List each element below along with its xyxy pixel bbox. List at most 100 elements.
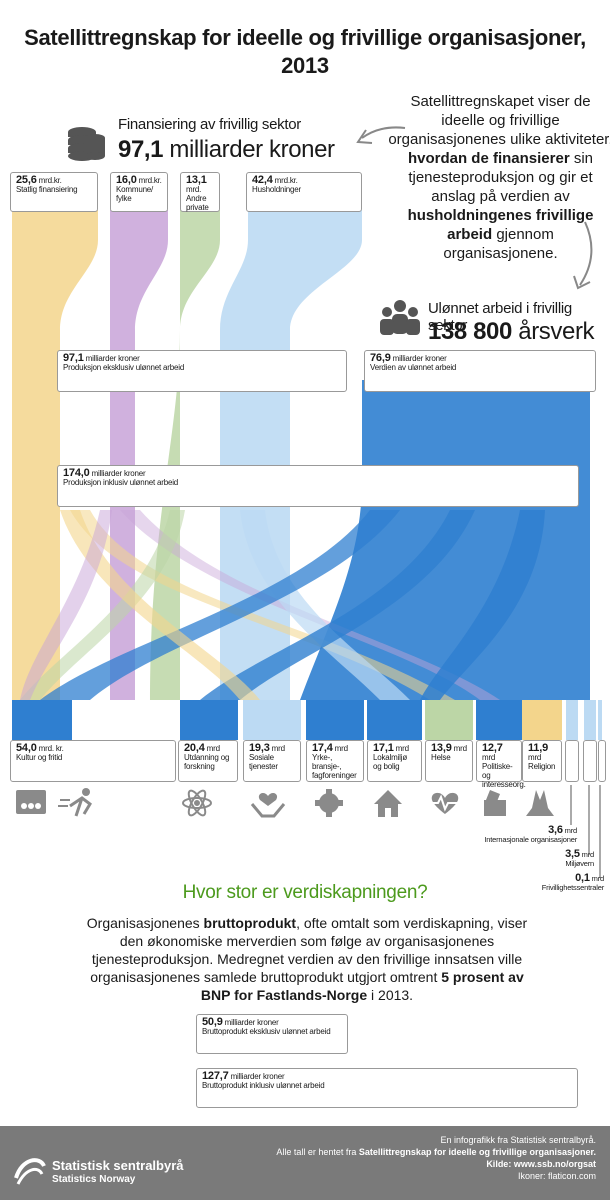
para-part3: i 2013. — [371, 987, 414, 1003]
small-sector-label: Frivillighetssentraler — [541, 883, 604, 892]
gdp-incl-box: 127,7 milliarder kroner Bruttoprodukt in… — [196, 1068, 578, 1108]
financing-label: Finansiering av frivillig sektor — [118, 116, 301, 133]
unpaid-total: 138 800 årsverk — [428, 318, 595, 346]
gear-icon — [315, 789, 343, 817]
source-value: 16,0 — [116, 174, 137, 186]
sector-box-political: 12,7 mrd Politiske- og interesseorg. — [476, 740, 526, 789]
source-value: 25,6 — [16, 174, 37, 186]
footer-line1: En infografikk fra Statistisk sentralbyr… — [440, 1135, 596, 1145]
small-sector-label: Internasjonale organisasjoner — [484, 835, 577, 844]
sector-value: 12,7 — [482, 742, 503, 754]
source-label: Statlig finansiering — [16, 185, 78, 194]
small-sector-unit: mrd — [581, 850, 595, 859]
arrow-down-icon — [579, 221, 593, 286]
sector-unit: mrd — [206, 744, 220, 753]
box-label: Produksjon inklusiv ulønnet arbeid — [63, 478, 179, 487]
sector-label: Kultur og fritid — [16, 753, 63, 762]
arrow-left-icon — [361, 126, 406, 139]
sector-value: 20,4 — [184, 742, 205, 754]
small-sector-international: 3,6 mrd Internasjonale organisasjoner — [484, 825, 578, 845]
sector-box-unions: 17,4 mrd Yrke-, bransje-, fagforeninger — [306, 740, 364, 782]
sector-label: Politiske- og interesseorg. — [482, 762, 526, 789]
box-unit: milliarder kroner — [85, 354, 140, 363]
source-box-municipal: 16,0 mrd.kr. Kommune/ fylke — [110, 172, 168, 212]
source-label: Andre private — [186, 194, 209, 212]
box-unit: milliarder kroner — [392, 354, 447, 363]
footer-line2-bold: Satellittregnskap for ideelle og frivill… — [358, 1147, 596, 1157]
flow-diagram — [12, 126, 602, 878]
sector-label: Yrke-, bransje-, fagforeninger — [312, 753, 357, 780]
gdp-label: Bruttoprodukt eksklusiv ulønnet arbeid — [202, 1027, 331, 1036]
sector-unit: mrd — [271, 744, 285, 753]
gdp-value: 50,9 — [202, 1016, 223, 1028]
page-title: Satellittregnskap for ideelle og frivill… — [24, 25, 586, 78]
intro-part3: gjennom organisasjonene. — [443, 226, 558, 262]
sector-box-social: 19,3 mrd Sosiale tjenester — [243, 740, 301, 782]
people-icon — [380, 300, 420, 335]
source-box-households: 42,4 mrd.kr. Husholdninger — [246, 172, 362, 212]
sector-unit: mrd — [395, 744, 409, 753]
ssb-logo-icon — [14, 1158, 46, 1185]
footer-line2-pre: Alle tall er hentet fra — [276, 1147, 357, 1157]
gdp-unit: milliarder kroner — [224, 1018, 279, 1027]
logo-text: Statistisk sentralbyrå — [52, 1158, 184, 1173]
source-unit: mrd. — [186, 185, 202, 194]
footer-credits: En infografikk fra Statistisk sentralbyr… — [276, 1134, 596, 1182]
financing-value: 97,1 — [118, 136, 164, 163]
sector-value: 13,9 — [431, 742, 452, 754]
para-bold2: 5 prosent av BNP for Fastlands-Norge — [200, 969, 524, 1003]
source-unit: mrd.kr. — [38, 176, 62, 185]
source-box-private: 13,1 mrd. Andre private — [180, 172, 220, 212]
para-bold1: bruttoprodukt — [203, 915, 297, 931]
sector-box-local: 17,1 mrd Lokalmiljø og bolig — [367, 740, 422, 782]
source-label: Kommune/ fylke — [116, 185, 154, 203]
para-part1: Organisasjonenes — [86, 915, 200, 931]
footer-line4: Ikoner: flaticon.com — [517, 1171, 596, 1181]
box-value: 76,9 — [370, 352, 391, 364]
box-value: 174,0 — [63, 467, 90, 479]
runner-icon — [58, 788, 92, 817]
sector-unit: mrd — [453, 744, 467, 753]
heart-hands-icon — [250, 793, 286, 818]
prod-incl-box: 174,0 milliarder kroner Produksjon inklu… — [57, 465, 579, 507]
small-sector-value: 3,5 — [565, 848, 580, 860]
sector-box-volunteer-centres — [598, 740, 606, 782]
gdp-excl-box: 50,9 milliarder kroner Bruttoprodukt eks… — [196, 1014, 348, 1054]
sector-value: 17,4 — [312, 742, 333, 754]
praying-hands-icon — [526, 790, 554, 816]
source-box-state: 25,6 mrd.kr. Statlig finansiering — [10, 172, 98, 212]
box-unit: milliarder kroner — [91, 469, 146, 478]
heartbeat-icon — [428, 792, 462, 814]
box-value: 97,1 — [63, 352, 84, 364]
sector-box-education: 20,4 mrd Utdanning og forskning — [178, 740, 238, 782]
sector-value: 54,0 — [16, 742, 37, 754]
source-value: 42,4 — [252, 174, 273, 186]
small-sector-unit: mrd — [564, 826, 578, 835]
unpaid-unit: årsverk — [518, 318, 595, 345]
small-sector-volunteer-centres: 0,1 mrd Frivillighetssentraler — [541, 873, 605, 893]
sector-label: Helse — [431, 753, 451, 762]
ballot-icon — [484, 790, 506, 816]
sector-box-culture: 54,0 mrd. kr. Kultur og fritid — [10, 740, 176, 782]
source-unit: mrd.kr. — [138, 176, 162, 185]
sector-unit: mrd — [528, 753, 542, 762]
sector-label: Sosiale tjenester — [249, 753, 278, 771]
sector-unit: mrd. kr. — [38, 744, 64, 753]
box-label: Verdien av ulønnet arbeid — [370, 363, 457, 372]
atom-icon — [182, 789, 212, 817]
unpaid-value-box: 76,9 milliarder kroner Verdien av ulønne… — [364, 350, 596, 392]
source-value: 13,1 — [186, 174, 207, 186]
financing-total: 97,1 milliarder kroner — [118, 136, 335, 164]
footer-source-link[interactable]: Kilde: www.ssb.no/orgsat — [486, 1159, 596, 1169]
sector-box-health: 13,9 mrd Helse — [425, 740, 473, 782]
sector-label: Utdanning og forskning — [184, 753, 230, 771]
sector-box-environment — [583, 740, 597, 782]
sector-label: Religion — [528, 762, 556, 771]
box-label: Produksjon eksklusiv ulønnet arbeid — [63, 363, 185, 372]
sector-unit: mrd — [482, 753, 496, 762]
house-icon — [374, 790, 402, 817]
unpaid-label: Ulønnet arbeid i frivillig sektor — [428, 300, 572, 334]
coins-icon — [68, 127, 105, 161]
intro-part1: Satellittregnskapet viser de ideelle og … — [388, 93, 610, 148]
sector-unit: mrd — [334, 744, 348, 753]
